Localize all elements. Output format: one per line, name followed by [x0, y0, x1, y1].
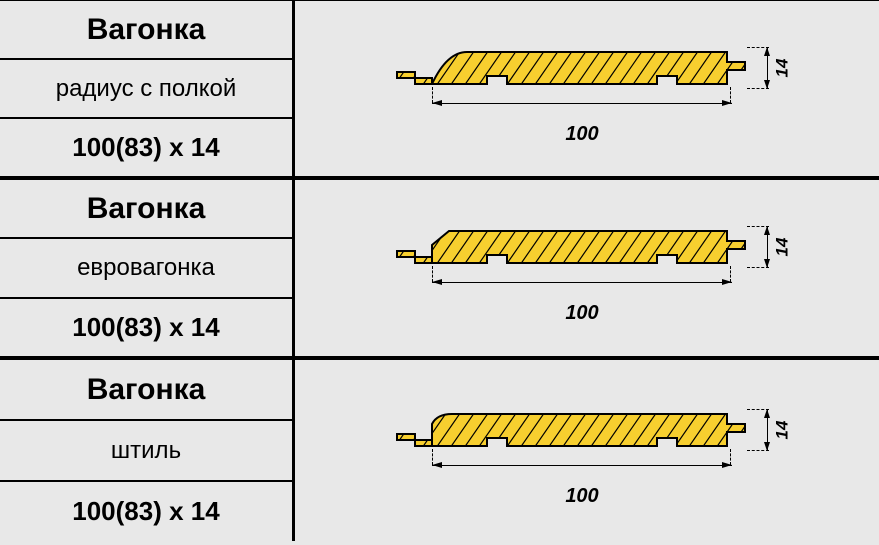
title-cell: Вагонка	[0, 360, 292, 421]
height-label: 14	[772, 420, 792, 439]
width-dimension: 100	[432, 276, 732, 325]
profile-dimensions: 100(83) x 14	[72, 132, 219, 163]
profile-diagram: 100 14	[377, 218, 797, 318]
profile-diagram: 100 14	[377, 39, 797, 139]
width-label: 100	[432, 302, 732, 325]
subtitle-cell: штиль	[0, 421, 292, 482]
subtitle-cell: евровагонка	[0, 239, 292, 298]
height-label: 14	[772, 58, 792, 77]
dimensions-cell: 100(83) x 14	[0, 482, 292, 541]
title-cell: Вагонка	[0, 180, 292, 239]
profile-row: Вагонка евровагонка 100(83) x 14 100	[0, 180, 879, 360]
profile-subtitle: евровагонка	[77, 254, 215, 282]
label-column: Вагонка радиус с полкой 100(83) x 14	[0, 1, 295, 176]
diagram-column: 100 14	[295, 360, 879, 541]
width-label: 100	[432, 485, 732, 508]
height-dimension: 14	[755, 409, 795, 451]
profile-row: Вагонка радиус с полкой 100(83) x 14 100	[0, 0, 879, 180]
profile-title: Вагонка	[87, 373, 206, 407]
width-label: 100	[432, 123, 732, 146]
subtitle-cell: радиус с полкой	[0, 60, 292, 119]
diagram-column: 100 14	[295, 1, 879, 176]
profile-diagram: 100 14	[377, 401, 797, 501]
profile-dimensions: 100(83) x 14	[72, 312, 219, 343]
profile-row: Вагонка штиль 100(83) x 14 100 14	[0, 360, 879, 541]
dimensions-cell: 100(83) x 14	[0, 299, 292, 356]
width-dimension: 100	[432, 97, 732, 146]
profile-title: Вагонка	[87, 13, 206, 47]
profile-dimensions: 100(83) x 14	[72, 496, 219, 527]
title-cell: Вагонка	[0, 1, 292, 60]
diagram-column: 100 14	[295, 180, 879, 356]
label-column: Вагонка евровагонка 100(83) x 14	[0, 180, 295, 356]
height-label: 14	[772, 238, 792, 257]
profile-subtitle: штиль	[111, 437, 181, 465]
height-dimension: 14	[755, 47, 795, 89]
width-dimension: 100	[432, 459, 732, 508]
profile-title: Вагонка	[87, 192, 206, 226]
dimensions-cell: 100(83) x 14	[0, 119, 292, 176]
height-dimension: 14	[755, 226, 795, 268]
label-column: Вагонка штиль 100(83) x 14	[0, 360, 295, 541]
profile-subtitle: радиус с полкой	[56, 75, 237, 103]
